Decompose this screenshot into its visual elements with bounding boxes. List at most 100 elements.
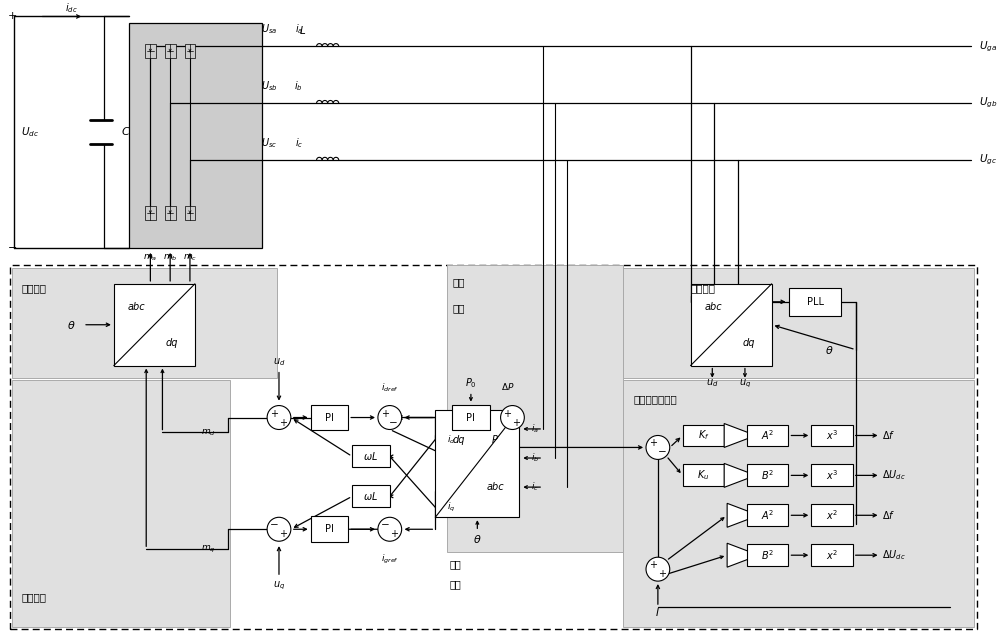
Text: $U_{gc}$: $U_{gc}$: [979, 153, 997, 168]
Text: +: +: [8, 11, 17, 22]
Text: $i_d$: $i_d$: [447, 433, 456, 446]
Circle shape: [267, 517, 291, 541]
Bar: [747, 505, 788, 526]
Text: 派克变换: 派克变换: [691, 283, 716, 293]
Text: $i_c$: $i_c$: [295, 136, 303, 150]
Text: PLL: PLL: [807, 297, 824, 307]
Text: −: −: [389, 417, 398, 427]
Bar: [683, 464, 724, 487]
Text: $P_0$: $P_0$: [465, 376, 477, 390]
Bar: [12, 268, 277, 378]
Text: $x^2$: $x^2$: [826, 508, 838, 522]
Text: $\theta$: $\theta$: [473, 533, 482, 545]
Text: $i_{dref}$: $i_{dref}$: [381, 381, 399, 394]
Text: $\Delta f$: $\Delta f$: [882, 429, 896, 441]
Text: +: +: [381, 408, 389, 419]
Text: $x^3$: $x^3$: [826, 468, 838, 482]
Text: $i_{gref}$: $i_{gref}$: [381, 553, 399, 566]
Text: −: −: [380, 520, 389, 530]
Text: 外环: 外环: [452, 303, 465, 313]
Bar: [145, 206, 156, 220]
Text: $u_q$: $u_q$: [273, 579, 285, 592]
Bar: [435, 410, 519, 517]
Text: 派克变换: 派克变换: [22, 283, 47, 293]
Bar: [747, 424, 788, 447]
Text: $u_d$: $u_d$: [273, 356, 285, 368]
Text: $i_b$: $i_b$: [294, 80, 303, 93]
Bar: [352, 445, 390, 468]
Text: −: −: [270, 520, 278, 530]
Circle shape: [646, 436, 670, 459]
Text: $U_{sc}$: $U_{sc}$: [261, 136, 277, 150]
Bar: [12, 380, 230, 627]
Text: $i_q$: $i_q$: [447, 501, 455, 514]
Text: $U_{gb}$: $U_{gb}$: [979, 96, 998, 110]
Text: PI: PI: [325, 413, 334, 422]
Text: $U_{sb}$: $U_{sb}$: [261, 80, 277, 93]
Bar: [165, 45, 176, 59]
Polygon shape: [724, 424, 756, 447]
Text: C: C: [122, 127, 129, 137]
Text: $A^2$: $A^2$: [761, 508, 774, 522]
Polygon shape: [724, 463, 756, 487]
Bar: [114, 284, 195, 366]
Bar: [683, 424, 724, 447]
Bar: [129, 24, 262, 248]
Text: $\Delta U_{dc}$: $\Delta U_{dc}$: [882, 468, 906, 482]
Text: $U_{ga}$: $U_{ga}$: [979, 39, 998, 54]
Text: 电流内环: 电流内环: [22, 592, 47, 602]
Bar: [311, 516, 348, 542]
Bar: [447, 265, 623, 552]
Text: $K_u$: $K_u$: [697, 468, 710, 482]
Text: dq: dq: [743, 338, 755, 348]
Text: $i_a$: $i_a$: [295, 23, 303, 36]
Text: 变换: 变换: [450, 579, 461, 589]
Text: +: +: [649, 438, 657, 448]
Bar: [10, 265, 977, 629]
Text: +: +: [390, 529, 398, 540]
Bar: [811, 505, 853, 526]
Text: +: +: [270, 408, 278, 419]
Polygon shape: [727, 543, 759, 567]
Text: $m_b$: $m_b$: [163, 252, 177, 263]
Text: $U_{sa}$: $U_{sa}$: [261, 23, 277, 36]
Text: $\Delta f$: $\Delta f$: [882, 510, 896, 521]
Text: $x^3$: $x^3$: [826, 429, 838, 442]
Text: +: +: [658, 569, 666, 579]
Circle shape: [267, 406, 291, 429]
Text: +: +: [279, 529, 287, 540]
Bar: [789, 288, 841, 316]
Text: $B^2$: $B^2$: [761, 548, 774, 562]
Bar: [623, 380, 974, 627]
Text: dq: dq: [453, 434, 465, 445]
Bar: [185, 45, 195, 59]
Bar: [452, 404, 490, 431]
Text: $u_d$: $u_d$: [706, 378, 719, 389]
Bar: [145, 45, 156, 59]
Circle shape: [378, 517, 402, 541]
Text: +: +: [512, 417, 520, 427]
Bar: [185, 206, 195, 220]
Text: $i_{dc}$: $i_{dc}$: [65, 2, 78, 15]
Text: $i_b$: $i_b$: [531, 452, 540, 464]
Text: 自适应下垂控制: 自适应下垂控制: [633, 394, 677, 404]
Text: −: −: [657, 447, 666, 457]
Text: +: +: [504, 408, 512, 419]
Text: $m_d$: $m_d$: [201, 427, 216, 438]
Bar: [747, 464, 788, 487]
Text: +: +: [279, 417, 287, 427]
Text: $x^2$: $x^2$: [826, 548, 838, 562]
Circle shape: [378, 406, 402, 429]
Text: $i_c$: $i_c$: [531, 481, 539, 494]
Text: PI: PI: [325, 524, 334, 534]
Text: dq: dq: [166, 338, 178, 348]
Text: $P$: $P$: [491, 433, 499, 445]
Bar: [352, 485, 390, 507]
Bar: [165, 206, 176, 220]
Text: $u_q$: $u_q$: [739, 378, 751, 390]
Text: $K_f$: $K_f$: [698, 429, 709, 442]
Circle shape: [501, 406, 524, 429]
Circle shape: [646, 557, 670, 581]
Text: $B^2$: $B^2$: [761, 468, 774, 482]
Text: $m_c$: $m_c$: [183, 252, 197, 263]
